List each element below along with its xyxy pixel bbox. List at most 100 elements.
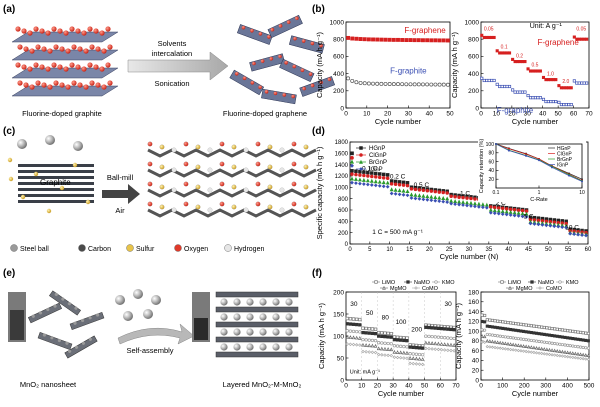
edge-atom [279,207,285,213]
data-point [487,35,491,40]
fluorine-atom [282,93,287,97]
data-point [516,322,520,326]
intercalated-cation [259,298,267,306]
data-point [552,224,557,229]
fluorine-atom [39,28,45,34]
data-point [531,96,535,100]
data-point [484,205,489,210]
legend-marker [382,285,386,290]
fluorine-atom [99,66,105,72]
fluorine-atom [93,64,99,70]
data-point [396,37,400,42]
data-point [395,355,400,360]
fluorine-atom [250,28,254,33]
edge-atom [291,181,297,187]
x-tick-label: 40 [405,383,413,390]
x-tick-label: 40 [426,111,434,118]
data-point [554,78,558,82]
graphite-layer [11,67,119,79]
data-point [483,320,487,324]
data-point [545,333,549,337]
data-point [575,81,579,85]
arrow-label-ball-mill: Ball-mill [107,173,134,182]
fluorine-atom [27,66,33,72]
fluorine-atom [71,80,77,86]
data-point [558,335,562,339]
data-point [423,340,428,345]
data-point [379,346,384,351]
data-point [496,211,501,216]
fluorine-atom [89,44,95,50]
fluorine-atom [95,46,101,52]
x-axis-label: Cycle number (N) [440,252,499,261]
data-point [553,342,557,346]
data-point [533,69,538,73]
fluorine-atom [47,84,53,90]
graphite-layer [18,200,94,203]
data-point [584,233,588,238]
data-point [362,173,366,178]
data-point [553,334,557,338]
data-point [348,329,353,333]
edge-atom [147,181,153,187]
x-tick-label: 10 [493,111,501,118]
x-tick-label: 50 [545,247,552,253]
data-point [350,172,354,176]
data-point [578,352,583,356]
x-tick-label: 55 [565,247,572,253]
data-point [569,86,573,90]
intercalated-cation [246,298,254,306]
data-point [375,81,380,86]
y-tick-label: 0 [340,105,344,112]
y-tick-label: 1000 [465,19,480,26]
data-point [524,344,528,349]
data-point [487,78,491,83]
intercalated-cation [233,328,241,336]
edge-atom [207,187,213,193]
y-tick-label: 60 [472,348,480,355]
data-point [490,345,495,349]
data-point [429,189,434,193]
data-point [373,179,378,184]
inset-point [550,166,553,169]
layered-mno2-sheet [215,336,299,343]
data-point [442,342,447,346]
edge-atom [291,201,297,207]
fluorine-atom [301,39,306,43]
data-point [549,99,553,104]
data-point [511,348,515,352]
x-axis-label: Cycle number [375,117,422,126]
y-tick-label: 400 [468,71,479,78]
inset-point [525,154,528,157]
fluorine-atom [71,44,77,50]
data-point [498,334,502,338]
data-point [361,337,365,342]
y-tick-label: 80 [488,151,494,157]
data-point [351,317,356,321]
x-tick-label: 10 [363,111,371,118]
x-tick-label: 0 [348,247,352,253]
data-point [503,320,507,324]
data-point [408,38,413,43]
data-point [387,82,392,86]
data-point [536,222,541,227]
data-point [436,347,441,352]
data-point [416,82,421,87]
data-point [521,344,526,348]
data-point [357,335,362,340]
data-point [485,35,489,40]
data-point [576,351,580,356]
data-point [433,347,438,352]
data-point [532,222,537,226]
data-point [392,349,397,354]
data-point [393,179,398,184]
edge-atom [195,144,201,150]
data-point [542,352,546,356]
data-point [345,322,349,326]
data-point [552,353,557,357]
data-point [421,38,425,43]
data-point [529,330,533,335]
data-point [446,327,450,331]
data-point [411,356,416,361]
